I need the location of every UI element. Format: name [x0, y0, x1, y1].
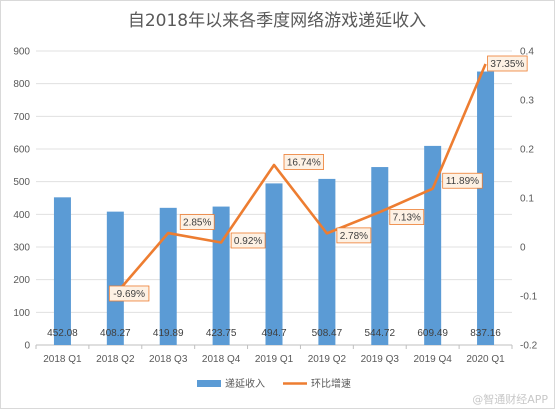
line-data-label: 16.74%	[287, 157, 321, 168]
bar-data-label: 609.49	[417, 328, 448, 339]
y-left-tick-label: 400	[13, 210, 30, 221]
line-label-box	[389, 209, 425, 225]
x-tick-label: 2018 Q2	[96, 354, 135, 365]
bar	[53, 197, 71, 345]
legend-bar-label: 递延收入	[225, 377, 265, 390]
watermark: @智通财经APP	[472, 392, 548, 406]
bar	[318, 178, 336, 345]
line-data-label: -9.69%	[113, 289, 145, 300]
legend: 递延收入 环比增速	[197, 377, 351, 390]
line-data-label: 2.85%	[183, 218, 211, 229]
y-right-tick-label: -0.2	[520, 341, 538, 352]
bar-data-label: 508.47	[312, 328, 343, 339]
x-tick-label: 2018 Q1	[43, 354, 82, 365]
x-tick-label: 2019 Q4	[413, 354, 452, 365]
x-tick-label: 2019 Q2	[308, 354, 347, 365]
y-left-tick-label: 800	[13, 79, 30, 90]
y-left-tick-label: 500	[13, 177, 30, 188]
line-label-box	[336, 227, 372, 244]
line-label-box	[108, 285, 150, 302]
line-data-label: 2.78%	[340, 231, 368, 242]
bar	[212, 206, 230, 345]
y-left-tick-label: 0	[24, 341, 30, 352]
y-left-tick-label: 900	[13, 47, 30, 58]
bar	[424, 145, 442, 345]
line-data-label: 11.89%	[446, 176, 479, 187]
line-series: -9.69% 2.85% 0.92% 16.74% 2.78% 7.13% 11.89% 37…	[108, 55, 528, 302]
y-left-tick-label: 200	[13, 275, 30, 286]
y-right-tick-label: 0.3	[520, 96, 534, 107]
line-data-label: 7.13%	[393, 213, 421, 224]
bar	[106, 211, 124, 345]
x-tick-label: 2019 Q1	[255, 354, 294, 365]
chart-title: 自2018年以来各季度网络游戏递延收入	[128, 11, 426, 31]
bar	[265, 183, 283, 345]
y-right-tick-label: 0.2	[520, 145, 534, 156]
y-right-tick-label: -0.1	[520, 292, 538, 303]
line-label-box	[442, 172, 483, 189]
y-right-tick-label: 0	[520, 243, 526, 254]
line-data-label: 37.35%	[490, 59, 524, 70]
x-tick-label: 2020 Q1	[466, 354, 505, 365]
bar	[371, 167, 389, 345]
line-label-box	[487, 55, 528, 72]
line-label-box	[179, 214, 215, 230]
y-left-tick-label: 100	[13, 308, 30, 319]
bar-data-label: 837.16	[470, 328, 501, 339]
x-tick-label: 2018 Q3	[149, 354, 188, 365]
line-label-box	[283, 154, 324, 170]
growth-line	[114, 63, 487, 296]
y-left-tick-label: 700	[13, 112, 30, 123]
line-data-label: 0.92%	[234, 236, 262, 247]
bar-series: 452.08 408.27 419.89 423.75 494.7 508.47 544.7…	[47, 71, 501, 345]
line-label-box	[230, 232, 266, 249]
x-tick-label: 2018 Q4	[202, 354, 241, 365]
bar-data-label: 452.08	[47, 328, 78, 339]
axes: 0 100 200 300 400 500 600 700 800 900 -0.2 -0.1 0 0.1…	[13, 47, 537, 366]
bar-data-label: 423.75	[206, 328, 237, 339]
legend-line-label: 环比增速	[311, 377, 351, 390]
bar	[477, 71, 495, 345]
x-tick-label: 2019 Q3	[361, 354, 400, 365]
bar-data-label: 419.89	[153, 328, 184, 339]
bar-data-label: 408.27	[100, 328, 131, 339]
bar	[159, 207, 177, 345]
legend-bar-swatch	[197, 380, 221, 387]
bar-data-label: 544.72	[364, 328, 395, 339]
y-right-tick-label: 0.4	[520, 47, 534, 58]
y-right-tick-label: 0.1	[520, 194, 534, 205]
y-left-tick-label: 300	[13, 243, 30, 254]
y-left-tick-label: 600	[13, 145, 30, 156]
bar-data-label: 494.7	[261, 328, 286, 339]
